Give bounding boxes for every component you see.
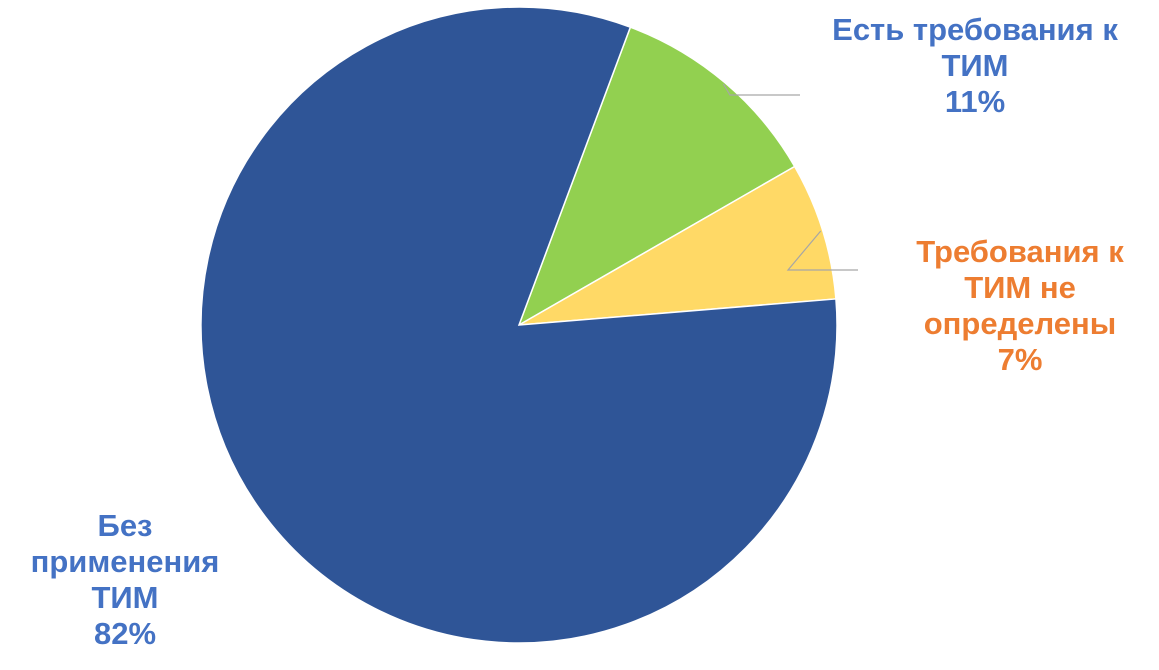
slice-label-no-bim-line-2: применения <box>30 544 220 579</box>
slice-label-bim-required: Есть требования к ТИМ 11% <box>800 12 1150 120</box>
slice-label-no-bim-percent: 82% <box>93 616 157 651</box>
slice-label-bim-undefined-line-3: определены <box>923 306 1117 341</box>
slice-label-no-bim-line-3: ТИМ <box>91 580 159 615</box>
slice-label-bim-required-line-2: ТИМ <box>941 48 1009 83</box>
slice-label-bim-undefined-line-1: Требования к <box>916 234 1124 269</box>
slice-label-bim-undefined: Требования к ТИМ не определены 7% <box>875 234 1159 378</box>
slice-label-bim-required-line-1: Есть требования к <box>832 12 1118 47</box>
leader-line-bim-undefined <box>786 230 858 271</box>
slice-label-bim-undefined-percent: 7% <box>997 342 1043 377</box>
slice-label-bim-undefined-line-2: ТИМ не <box>964 270 1076 305</box>
slice-label-bim-required-percent: 11% <box>944 84 1006 119</box>
pie-slice-bim-undefined <box>518 165 837 326</box>
leader-line-bim-required <box>722 83 800 96</box>
pie-slice-bim-required <box>517 26 796 327</box>
pie-slice-no-bim <box>200 6 838 644</box>
slice-label-no-bim: Без применения ТИМ 82% <box>5 508 245 652</box>
slice-label-no-bim-line-1: Без <box>97 508 153 543</box>
